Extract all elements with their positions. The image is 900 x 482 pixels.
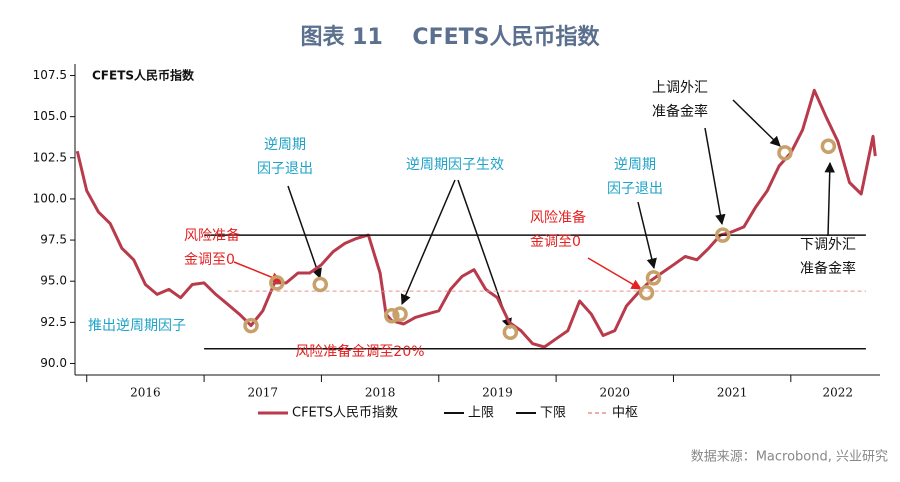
- highlight-circle: [392, 306, 408, 322]
- annotation: 准备金率: [652, 103, 708, 120]
- annotation: 上调外汇: [652, 80, 708, 96]
- highlight-circle: [820, 138, 837, 155]
- legend-label: 中枢: [612, 406, 638, 421]
- y-tick-label: 102.5: [33, 150, 67, 164]
- annotation: 风险准备: [184, 227, 240, 244]
- annotation: 逆周期: [614, 157, 656, 173]
- annotation: 风险准备金调至20%: [295, 343, 424, 360]
- highlight-circle: [645, 270, 662, 286]
- highlight-circle: [777, 145, 793, 161]
- y-tick-label: 107.5: [33, 68, 67, 82]
- highlight-circle: [638, 284, 655, 301]
- x-tick-label: 2019: [482, 386, 513, 400]
- highlight-circle: [715, 227, 731, 243]
- x-tick-label: 2021: [717, 386, 748, 400]
- x-tick-label: 2018: [365, 386, 396, 400]
- highlight-circle: [384, 308, 400, 324]
- x-tick-label: 2016: [130, 386, 161, 400]
- y-tick-label: 92.5: [40, 315, 67, 329]
- arrow: [587, 257, 642, 290]
- inner-label: CFETS人民币指数: [92, 68, 195, 83]
- arrow: [824, 161, 835, 237]
- source: 数据来源：Macrobond, 兴业研究: [691, 450, 888, 465]
- legend-label: 上限: [468, 406, 494, 421]
- annotation: 因子退出: [257, 161, 313, 177]
- x-tick-label: 2017: [247, 386, 278, 400]
- legend-label: CFETS人民币指数: [292, 406, 398, 421]
- annotation: 推出逆周期因子: [88, 318, 186, 334]
- x-tick-label: 2022: [822, 386, 853, 400]
- arrow: [732, 99, 781, 147]
- chart-title: 图表 11 CFETS人民币指数: [301, 24, 601, 50]
- series-line: [75, 88, 877, 349]
- y-tick-label: 97.5: [40, 233, 67, 247]
- y-tick-label: 95.0: [40, 274, 67, 288]
- annotation: 因子退出: [607, 181, 663, 197]
- highlight-circle: [312, 276, 329, 293]
- annotation: 金调至0: [184, 252, 235, 268]
- highlight-circle: [502, 324, 519, 340]
- annotation: 逆周期因子生效: [406, 157, 504, 173]
- annotation: 下调外汇: [800, 237, 856, 253]
- annotation: 准备金率: [800, 260, 856, 277]
- arrow: [287, 185, 322, 279]
- x-tick-label: 2020: [600, 386, 631, 400]
- y-tick-label: 105.0: [33, 109, 67, 123]
- arrow: [400, 179, 456, 305]
- annotation: 金调至0: [530, 234, 581, 250]
- legend-label: 下限: [540, 406, 566, 421]
- highlight-circle: [243, 317, 259, 334]
- arrow: [704, 127, 726, 226]
- annotation: 风险准备: [530, 209, 586, 226]
- y-tick-label: 100.0: [33, 191, 67, 205]
- y-tick-label: 90.0: [40, 356, 67, 370]
- annotation: 逆周期: [264, 137, 306, 153]
- highlight-circle: [269, 275, 285, 291]
